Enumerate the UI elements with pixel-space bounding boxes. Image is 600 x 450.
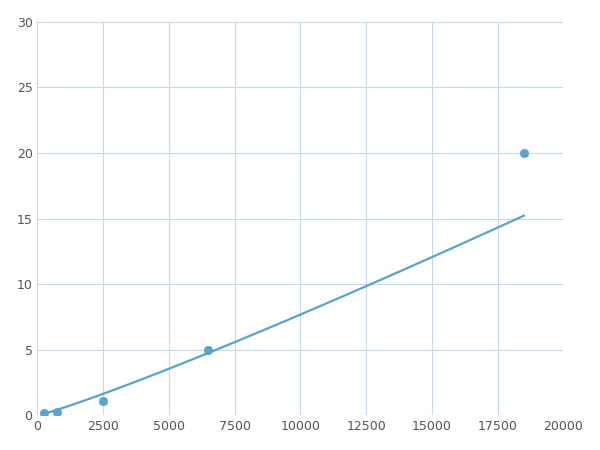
Point (203, 346, 213, 353)
Point (519, 149, 529, 157)
Point (52, 408, 62, 415)
Point (39, 409, 49, 416)
Point (98, 397, 108, 405)
